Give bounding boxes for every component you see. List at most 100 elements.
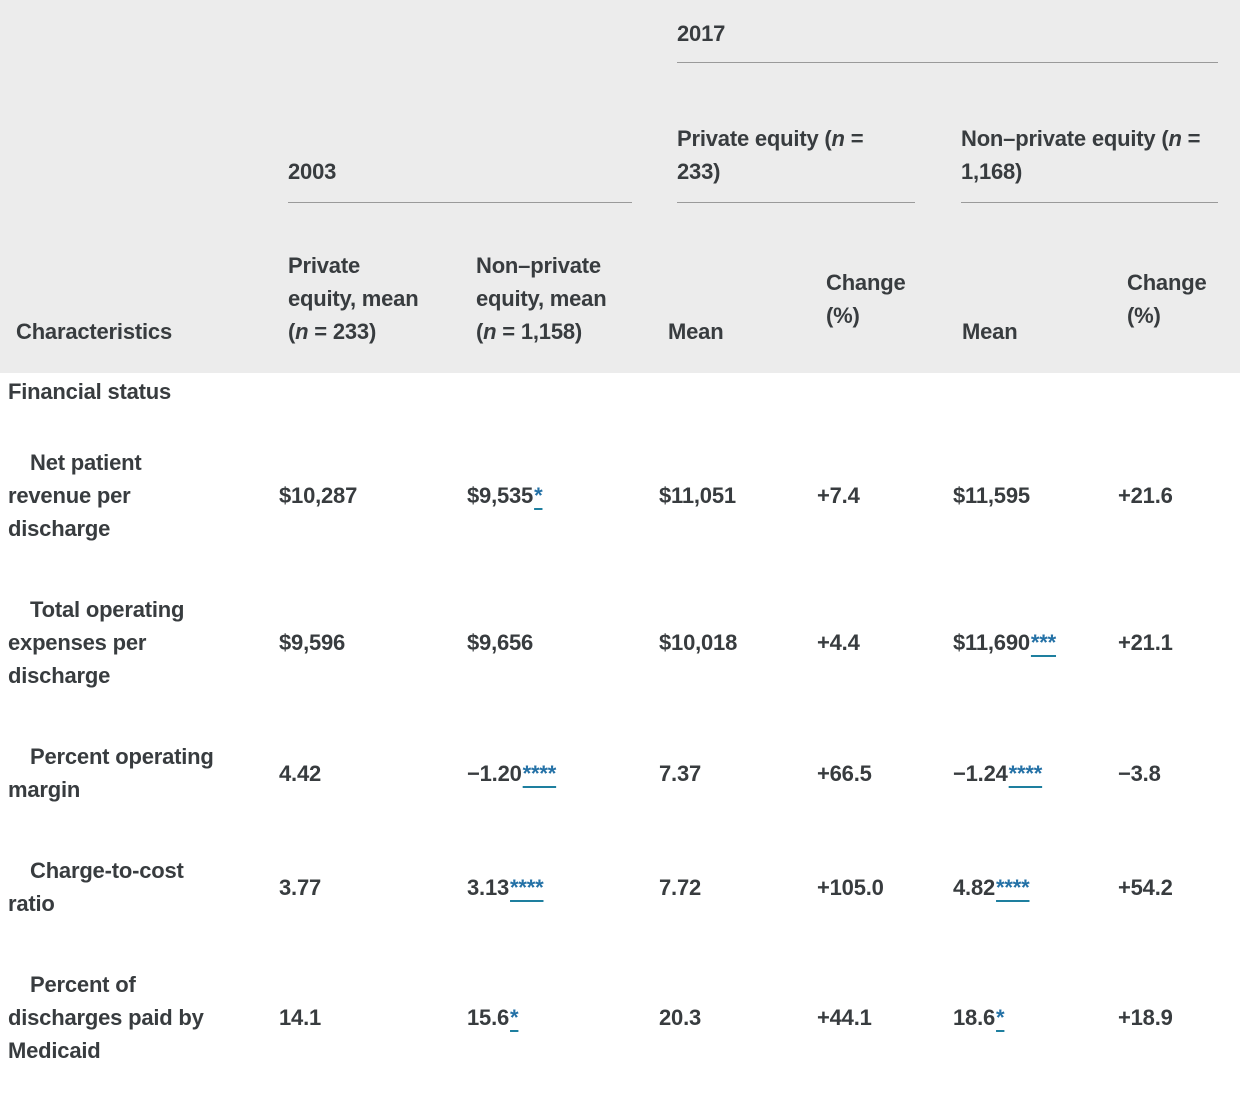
- cell-npe-2017-change: +21.6: [1110, 422, 1240, 569]
- table-row: Percent of discharges paid by Medicaid 1…: [0, 944, 1240, 1091]
- row-label: Total operating expenses per discharge: [0, 569, 271, 716]
- cell-value: $11,690: [953, 630, 1030, 655]
- group-label-2003: 2003: [288, 159, 337, 184]
- cell-pe-2017-mean: $10,018: [651, 569, 809, 716]
- cell-value: $11,595: [953, 483, 1030, 508]
- cell-pe-2017-change: +4.4: [809, 569, 945, 716]
- cell-npe-2003-mean: −1.20****: [459, 716, 651, 830]
- header-spacer: [0, 63, 271, 203]
- n-variable: n: [295, 319, 309, 344]
- cell-pe-2017-change: +7.4: [809, 422, 945, 569]
- group-header-2003: 2003: [271, 63, 651, 203]
- table-row: Total operating expenses per discharge $…: [0, 569, 1240, 716]
- cell-npe-2017-change: −3.8: [1110, 716, 1240, 830]
- cell-npe-2003-mean: 15.6*: [459, 944, 651, 1091]
- group-underline-2003: 2003: [288, 155, 632, 203]
- cell-value: 4.42: [279, 760, 322, 786]
- cell-pe-2003-mean: 4.42: [271, 716, 459, 830]
- footnote-link[interactable]: ***: [1030, 630, 1057, 655]
- cell-npe-2017-change: +18.9: [1110, 944, 1240, 1091]
- section-header-financial-status: Financial status: [0, 373, 1240, 422]
- cell-value: −1.20: [467, 760, 522, 786]
- cell-value: $10,287: [279, 483, 358, 508]
- cell-value: 3.13: [467, 874, 510, 900]
- cell-value: +44.1: [817, 1005, 872, 1030]
- footnote-link[interactable]: ****: [996, 874, 1030, 900]
- n-variable: n: [1168, 126, 1182, 151]
- col-header-pe-mean-2017: Mean: [651, 203, 809, 373]
- cell-npe-2017-mean: 18.6*: [945, 944, 1110, 1091]
- cell-value: 14.1: [279, 1005, 322, 1030]
- footnote-link[interactable]: ****: [522, 760, 557, 786]
- footnote-link[interactable]: *: [510, 1005, 519, 1030]
- row-label: Percent of discharges paid by Medicaid: [0, 944, 271, 1091]
- group-header-2017: 2017: [651, 0, 1240, 63]
- cell-pe-2003-mean: $10,287: [271, 422, 459, 569]
- subgroup-row: 2003 Private equity (n = 233) Non–privat…: [0, 63, 1240, 203]
- group-underline-non-private-equity: Non–private equity (n = 1,168): [961, 122, 1219, 203]
- year-group-row-2017: 2017: [0, 0, 1240, 63]
- cell-pe-2017-change: +44.1: [809, 944, 945, 1091]
- group-label-non-private-equity-n: 1,168): [961, 159, 1023, 184]
- group-underline-2017: 2017: [677, 17, 1219, 63]
- cell-value: $9,535: [467, 483, 534, 508]
- cell-value: 20.3: [659, 1005, 702, 1030]
- cell-value: 18.6: [953, 1005, 996, 1030]
- col-header-characteristics: Characteristics: [0, 203, 271, 373]
- group-underline-private-equity: Private equity (n = 233): [677, 122, 915, 203]
- column-header-row: Characteristics Private equity, mean (n …: [0, 203, 1240, 373]
- cell-value: $10,018: [659, 630, 738, 655]
- row-label: Percent operating margin: [0, 716, 271, 830]
- table-body: Financial status Net patient revenue per…: [0, 373, 1240, 1091]
- footnote-link[interactable]: *: [534, 483, 543, 508]
- cell-npe-2003-mean: $9,535*: [459, 422, 651, 569]
- cell-value: +21.1: [1118, 630, 1173, 655]
- cell-npe-2017-mean: −1.24****: [945, 716, 1110, 830]
- cell-npe-2017-change: +21.1: [1110, 569, 1240, 716]
- table-header: 2017 2003 Private equity (n = 233) Non–p…: [0, 0, 1240, 373]
- cell-value: +54.2: [1118, 874, 1173, 900]
- cell-value: +4.4: [817, 630, 860, 655]
- group-header-private-equity-2017: Private equity (n = 233): [651, 63, 945, 203]
- cell-pe-2003-mean: 3.77: [271, 830, 459, 944]
- table-row: Percent operating margin 4.42 −1.20**** …: [0, 716, 1240, 830]
- n-variable: n: [831, 126, 845, 151]
- cell-value: +105.0: [817, 874, 884, 900]
- cell-pe-2003-mean: $9,596: [271, 569, 459, 716]
- footnote-link[interactable]: ****: [510, 874, 544, 900]
- col-header-npe-change-2017: Change (%): [1110, 203, 1240, 373]
- cell-pe-2003-mean: 14.1: [271, 944, 459, 1091]
- cell-value: +66.5: [817, 760, 872, 786]
- cell-npe-2017-mean: $11,690***: [945, 569, 1110, 716]
- cell-value: $9,656: [467, 630, 534, 655]
- cell-value: 4.82: [953, 874, 996, 900]
- cell-value: +7.4: [817, 483, 860, 508]
- cell-pe-2017-mean: 7.72: [651, 830, 809, 944]
- col-header-npe-mean-2003: Non–private equity, mean (n = 1,158): [459, 203, 651, 373]
- section-row: Financial status: [0, 373, 1240, 422]
- col-header-npe-mean-2017: Mean: [945, 203, 1110, 373]
- cell-pe-2017-change: +66.5: [809, 716, 945, 830]
- group-label-2017: 2017: [677, 21, 726, 46]
- table-row: Net patient revenue per discharge $10,28…: [0, 422, 1240, 569]
- group-header-non-private-equity-2017: Non–private equity (n = 1,168): [945, 63, 1240, 203]
- cell-value: 7.72: [659, 874, 702, 900]
- table-row: Charge-to-cost ratio 3.77 3.13**** 7.72 …: [0, 830, 1240, 944]
- cell-npe-2017-change: +54.2: [1110, 830, 1240, 944]
- row-label: Charge-to-cost ratio: [0, 830, 271, 944]
- cell-npe-2003-mean: 3.13****: [459, 830, 651, 944]
- cell-value: +18.9: [1118, 1005, 1173, 1030]
- n-variable: n: [483, 319, 497, 344]
- group-label-private-equity-n: 233): [677, 159, 721, 184]
- group-label-private-equity: Private equity (n =: [677, 126, 864, 151]
- group-label-non-private-equity: Non–private equity (n =: [961, 126, 1201, 151]
- cell-value: −1.24: [953, 760, 1008, 786]
- cell-value: −3.8: [1118, 760, 1161, 786]
- cell-pe-2017-mean: 20.3: [651, 944, 809, 1091]
- cell-value: 7.37: [659, 760, 702, 786]
- footnote-link[interactable]: *: [996, 1005, 1005, 1030]
- cell-pe-2017-mean: 7.37: [651, 716, 809, 830]
- footnote-link[interactable]: ****: [1008, 760, 1043, 786]
- cell-npe-2017-mean: 4.82****: [945, 830, 1110, 944]
